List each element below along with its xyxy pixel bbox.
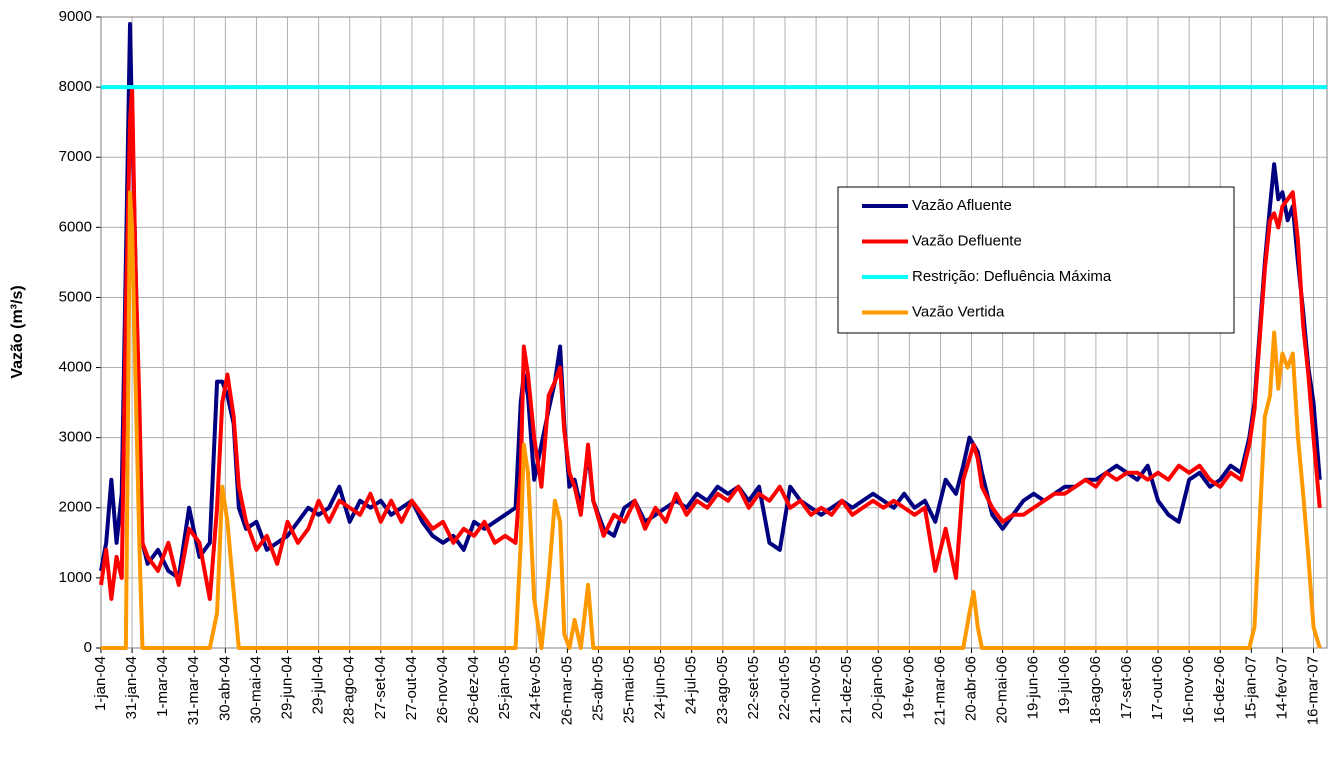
x-tick-label: 16-dez-06 xyxy=(1211,656,1228,724)
y-tick-label: 7000 xyxy=(59,148,92,165)
x-tick-label: 31-jan-04 xyxy=(123,656,140,719)
x-tick-label: 21-nov-05 xyxy=(807,656,824,724)
y-tick-label: 3000 xyxy=(59,429,92,446)
y-tick-label: 1000 xyxy=(59,569,92,586)
x-tick-label: 21-dez-05 xyxy=(838,656,855,724)
x-tick-label: 24-jun-05 xyxy=(652,656,669,719)
x-tick-label: 25-mai-05 xyxy=(621,656,638,724)
x-tick-label: 26-nov-04 xyxy=(434,656,451,724)
y-axis-label: Vazão (m³/s) xyxy=(9,285,26,378)
legend-box xyxy=(837,186,1235,334)
x-tick-label: 17-set-06 xyxy=(1118,656,1135,719)
x-tick-label: 29-jun-04 xyxy=(279,656,296,719)
series-line xyxy=(101,190,1322,650)
x-tick-label: 1-mar-04 xyxy=(154,656,171,717)
y-tick-label: 8000 xyxy=(59,78,92,95)
y-tick-label: 0 xyxy=(84,639,92,656)
legend-label: Vazão Defluente xyxy=(912,232,1022,249)
legend-label: Vazão Afluente xyxy=(912,197,1012,214)
y-tick-label: 6000 xyxy=(59,218,92,235)
x-tick-label: 19-fev-06 xyxy=(900,656,917,719)
x-tick-label: 21-mar-06 xyxy=(931,656,948,725)
x-tick-label: 27-out-04 xyxy=(403,656,420,720)
x-tick-label: 16-mar-07 xyxy=(1304,656,1321,725)
y-tick-label: 2000 xyxy=(59,499,92,516)
x-tick-label: 1-jan-04 xyxy=(92,656,109,711)
y-tick-label: 4000 xyxy=(59,359,92,376)
x-tick-label: 14-fev-07 xyxy=(1273,656,1290,719)
x-tick-label: 20-jan-06 xyxy=(869,656,886,719)
x-tick-label: 31-mar-04 xyxy=(185,656,202,725)
x-tick-label: 18-ago-06 xyxy=(1087,656,1104,724)
x-tick-label: 30-mai-04 xyxy=(247,656,264,724)
x-tick-label: 20-abr-06 xyxy=(963,656,980,721)
x-tick-label: 20-mai-06 xyxy=(994,656,1011,724)
x-tick-label: 24-jul-05 xyxy=(683,656,700,714)
x-tick-label: 25-jan-05 xyxy=(496,656,513,719)
x-tick-label: 30-abr-04 xyxy=(216,656,233,721)
legend-label: Restrição: Defluência Máxima xyxy=(912,268,1112,285)
x-tick-label: 28-ago-04 xyxy=(341,656,358,724)
x-tick-label: 24-fev-05 xyxy=(527,656,544,719)
x-tick-label: 16-nov-06 xyxy=(1180,656,1197,724)
legend: Vazão Afluente Vazão Defluente Restrição: … xyxy=(837,186,1235,334)
x-tick-label: 19-jun-06 xyxy=(1025,656,1042,719)
x-tick-label: 22-set-05 xyxy=(745,656,762,719)
x-tick-label: 27-set-04 xyxy=(372,656,389,719)
x-tick-label: 26-mar-05 xyxy=(558,656,575,725)
x-tick-label: 17-out-06 xyxy=(1149,656,1166,720)
x-tick-label: 29-jul-04 xyxy=(310,656,327,714)
x-tick-label: 25-abr-05 xyxy=(589,656,606,721)
x-tick-label: 26-dez-04 xyxy=(465,656,482,724)
x-tick-label: 23-ago-05 xyxy=(714,656,731,724)
y-tick-label: 9000 xyxy=(59,8,92,25)
legend-label: Vazão Vertida xyxy=(912,303,1005,320)
series-line xyxy=(99,85,1322,601)
x-tick-label: 15-jan-07 xyxy=(1242,656,1259,719)
y-tick-label: 5000 xyxy=(59,288,92,305)
x-tick-label: 19-jul-06 xyxy=(1056,656,1073,714)
x-tick-label: 22-out-05 xyxy=(776,656,793,720)
